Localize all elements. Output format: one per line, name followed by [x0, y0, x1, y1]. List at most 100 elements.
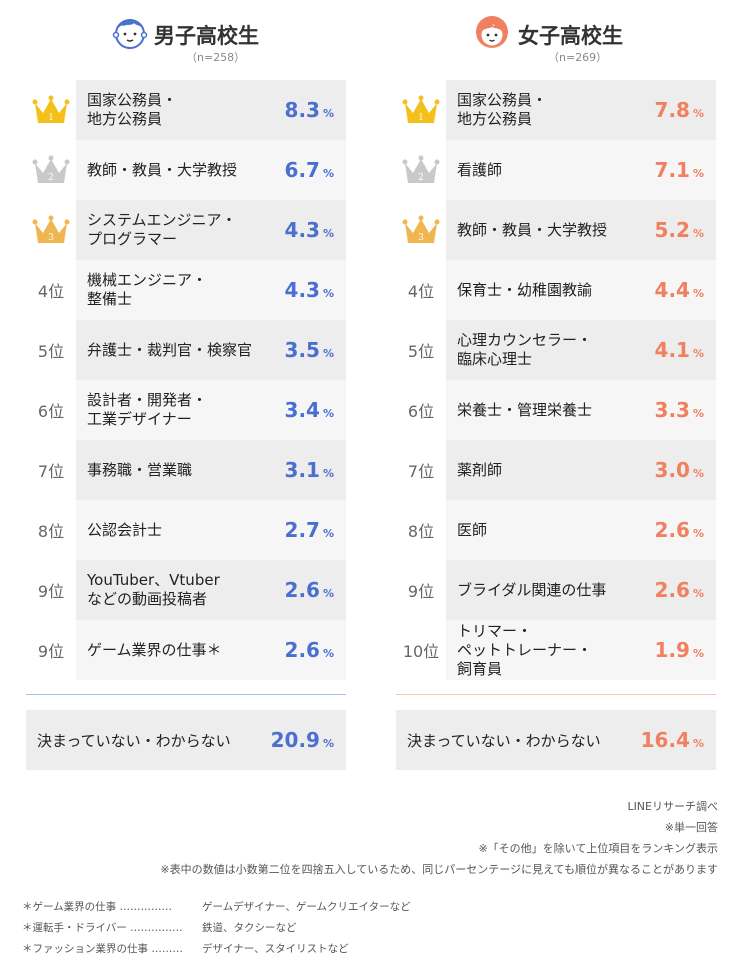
note-ranking: ※「その他」を除いて上位項目をランキング表示 [478, 842, 718, 855]
rank-label: 10位 [402, 642, 440, 661]
percent-value: 2.6% [655, 500, 704, 560]
percent-sign: % [322, 106, 334, 120]
percent-sign: % [322, 226, 334, 240]
ranking-row: 8位 医師 2.6% [396, 500, 716, 560]
row-box: ゲーム業界の仕事＊ 2.6% [76, 620, 346, 680]
ranking-row: 8位 公認会計士 2.7% [26, 500, 346, 560]
percent-value: 3.0% [655, 440, 704, 500]
boys-header: 男子高校生 （n=258） [26, 0, 346, 80]
value-number: 2.7 [284, 518, 320, 542]
value-number: 5.2 [654, 218, 690, 242]
row-box: 教師・教員・大学教授 6.7% [76, 140, 346, 200]
rank-crown: 1 [26, 80, 76, 140]
ranking-row: 1 国家公務員・ 地方公務員 7.8% [396, 80, 716, 140]
rank-label: 7位 [37, 462, 65, 481]
value-number: 1.9 [654, 638, 690, 662]
row-box: 公認会計士 2.7% [76, 500, 346, 560]
rank-label: 4位 [407, 282, 435, 301]
job-label: 薬剤師 [457, 460, 503, 479]
percent-sign: % [322, 466, 334, 480]
job-label: 国家公務員・ 地方公務員 [457, 91, 548, 128]
girls-ranking-list: 1 国家公務員・ 地方公務員 7.8% 2 看護師 7.1% 3 教師・教員・大学教授 5.2%… [396, 80, 716, 680]
undecided-value: 16.4% [641, 710, 704, 770]
note-single-answer: ※単一回答 [664, 821, 718, 834]
rank-label: 8位 [37, 522, 65, 541]
ranking-row: 9位 ブライダル関連の仕事 2.6% [396, 560, 716, 620]
percent-sign: % [322, 526, 334, 540]
row-box: 教師・教員・大学教授 5.2% [446, 200, 716, 260]
svg-text:2: 2 [418, 173, 424, 183]
row-box: 医師 2.6% [446, 500, 716, 560]
percent-value: 7.8% [655, 80, 704, 140]
ranking-row: 9位 ゲーム業界の仕事＊ 2.6% [26, 620, 346, 680]
job-label: 設計者・開発者・ 工業デザイナー [87, 391, 208, 428]
row-box: 事務職・営業職 3.1% [76, 440, 346, 500]
job-label: トリマー・ ペットトレーナー・ 飼育員 [457, 621, 593, 678]
percent-value: 2.7% [285, 500, 334, 560]
girls-divider [396, 694, 716, 695]
rank-label: 9位 [37, 582, 65, 601]
boys-sample-size: （n=258） [186, 51, 246, 64]
boys-divider [26, 694, 346, 695]
rank-label: 5位 [407, 342, 435, 361]
svg-text:1: 1 [418, 113, 424, 123]
job-label: 保育士・幼稚園教諭 [457, 280, 593, 299]
value-number: 6.7 [284, 158, 320, 182]
rank-label: 9位 [37, 642, 65, 661]
ranking-row: 6位 設計者・開発者・ 工業デザイナー 3.4% [26, 380, 346, 440]
percent-value: 4.3% [285, 200, 334, 260]
value-number: 16.4 [640, 728, 690, 752]
svg-text:2: 2 [48, 173, 54, 183]
percent-sign: % [692, 226, 704, 240]
row-box: 薬剤師 3.0% [446, 440, 716, 500]
job-label: 医師 [457, 520, 488, 539]
svg-text:3: 3 [48, 233, 54, 243]
value-number: 7.8 [654, 98, 690, 122]
percent-value: 1.9% [655, 620, 704, 680]
job-label: 心理カウンセラー・ 臨床心理士 [457, 331, 593, 368]
percent-sign: % [692, 406, 704, 420]
footnote-desc: ゲームデザイナー、ゲームクリエイターなど [202, 901, 411, 913]
ranking-row: 2 看護師 7.1% [396, 140, 716, 200]
row-box: ブライダル関連の仕事 2.6% [446, 560, 716, 620]
job-label: システムエンジニア・ プログラマー [87, 211, 237, 248]
row-box: 国家公務員・ 地方公務員 7.8% [446, 80, 716, 140]
job-label: 国家公務員・ 地方公務員 [87, 91, 178, 128]
value-number: 3.4 [284, 398, 320, 422]
ranking-row: 5位 弁護士・裁判官・検察官 3.5% [26, 320, 346, 380]
svg-text:1: 1 [48, 113, 54, 123]
boys-title: 男子高校生 [154, 24, 259, 48]
job-label: 機械エンジニア・ 整備士 [87, 271, 208, 308]
ranking-row: 9位 YouTuber、Vtuber などの動画投稿者 2.6% [26, 560, 346, 620]
row-box: トリマー・ ペットトレーナー・ 飼育員 1.9% [446, 620, 716, 680]
notes: LINEリサーチ調べ ※単一回答 ※「その他」を除いて上位項目をランキング表示 … [160, 796, 718, 880]
percent-value: 2.6% [655, 560, 704, 620]
ranking-row: 4位 保育士・幼稚園教諭 4.4% [396, 260, 716, 320]
percent-value: 8.3% [285, 80, 334, 140]
rank-label: 8位 [407, 522, 435, 541]
boys-column: 男子高校生 （n=258） 1 国家公務員・ 地方公務員 8.3% 2 教師・教員・大学… [26, 0, 346, 770]
value-number: 3.3 [654, 398, 690, 422]
crown-icon: 2 [402, 155, 440, 183]
ranking-row: 6位 栄養士・管理栄養士 3.3% [396, 380, 716, 440]
rank-label: 7位 [407, 462, 435, 481]
ranking-row: 3 教師・教員・大学教授 5.2% [396, 200, 716, 260]
job-label: 栄養士・管理栄養士 [457, 400, 593, 419]
footnote-term: ＊運転手・ドライバー …………… [22, 922, 183, 934]
ranking-row: 7位 薬剤師 3.0% [396, 440, 716, 500]
crown-icon: 3 [402, 215, 440, 243]
girls-header: 女子高校生 （n=269） [396, 0, 716, 80]
row-box: 栄養士・管理栄養士 3.3% [446, 380, 716, 440]
job-label: ゲーム業界の仕事＊ [87, 640, 222, 659]
percent-value: 2.6% [285, 620, 334, 680]
percent-value: 6.7% [285, 140, 334, 200]
percent-sign: % [692, 466, 704, 480]
rank-label: 5位 [37, 342, 65, 361]
value-number: 3.5 [284, 338, 320, 362]
percent-sign: % [692, 106, 704, 120]
crown-icon: 1 [32, 95, 70, 123]
rank-label: 6位 [407, 402, 435, 421]
percent-sign: % [322, 166, 334, 180]
footnote-term: ＊ゲーム業界の仕事 …………… [22, 901, 173, 913]
percent-sign: % [692, 286, 704, 300]
